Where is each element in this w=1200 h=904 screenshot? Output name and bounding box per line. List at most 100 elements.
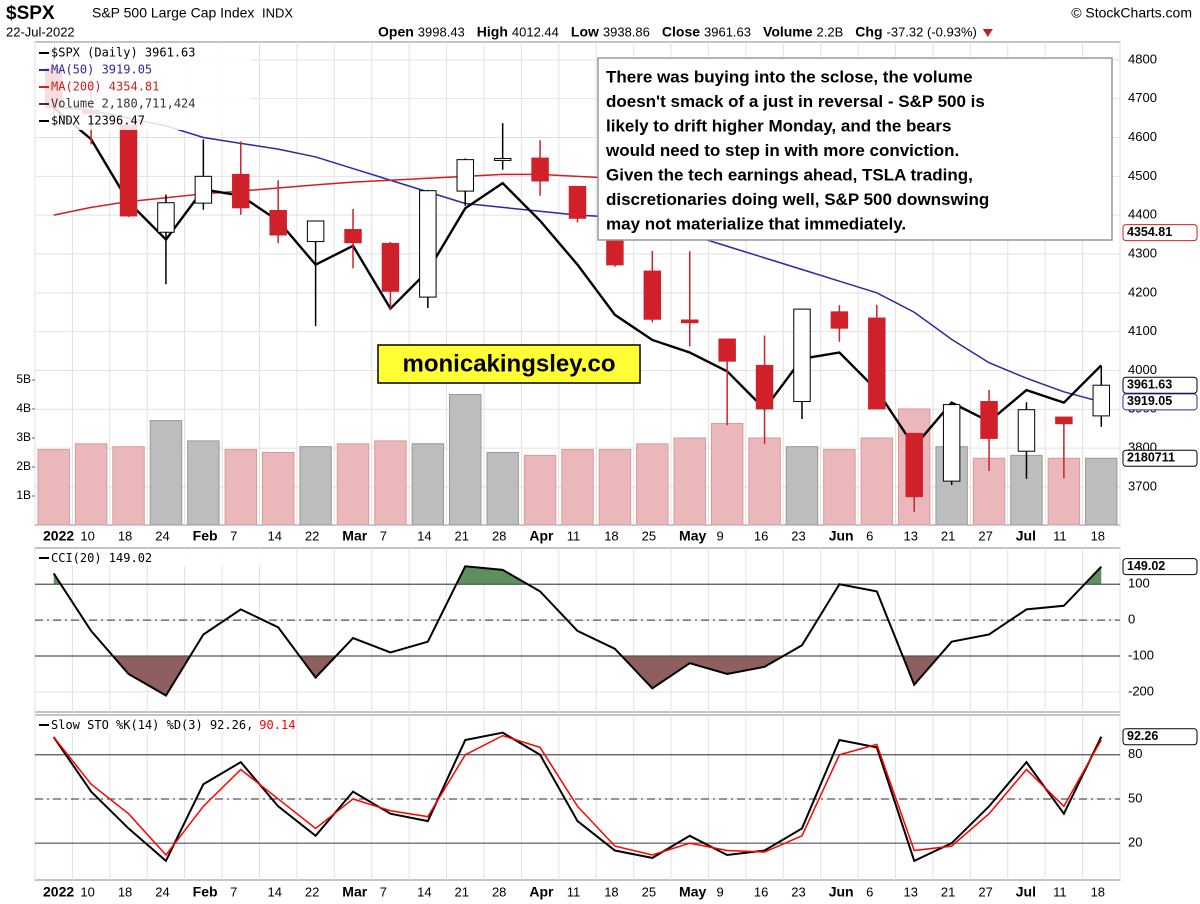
candle-body [194, 175, 213, 204]
x-tick-label: 11 [1053, 528, 1067, 543]
volume-bar [261, 451, 295, 526]
x-tick-label: 23 [791, 528, 805, 543]
candle-body [830, 311, 849, 329]
x-tick-label: 11 [567, 528, 581, 543]
legend-label: MA(200) 4354.81 [51, 80, 159, 94]
x-tick-label: Feb [193, 884, 218, 900]
y-tick-label: -100 [1128, 647, 1154, 662]
candle-body [269, 210, 287, 236]
price-tag [1122, 449, 1198, 467]
volume-tick-label: 2B [16, 459, 31, 473]
volume-tick-label: 3B [16, 430, 31, 444]
candle-body [344, 229, 362, 244]
watermark: monicakingsley.co [403, 350, 616, 377]
legend-bg [36, 44, 251, 130]
x-tick-label: 9 [716, 528, 723, 543]
exchange: INDX [262, 5, 293, 20]
x-tick-label: 28 [492, 884, 506, 899]
candle-body [755, 364, 774, 410]
price-tag [1122, 393, 1198, 411]
x-tick-label: May [679, 528, 706, 544]
x-tick-label: 11 [567, 884, 581, 899]
volume-tick-label: 4B [16, 401, 31, 415]
x-tick-label: 25 [642, 884, 656, 899]
candle-body [493, 157, 512, 161]
candle-body [980, 401, 998, 439]
volume-bar [112, 446, 145, 526]
x-tick-label: 24 [155, 884, 169, 899]
x-tick-label: 21 [455, 884, 469, 899]
price-tag-label: 2180711 [1127, 451, 1175, 465]
x-tick-label: 28 [492, 528, 506, 543]
x-tick-label: 10 [80, 884, 94, 899]
candle-body [568, 185, 587, 219]
price-tag-label: 92.26 [1127, 729, 1158, 743]
stat-value: -37.32 (-0.93%) [887, 24, 977, 39]
y-tick-label: 50 [1128, 790, 1142, 805]
volume-bar [523, 454, 557, 526]
price-tag [1122, 224, 1198, 242]
stat-value: 3998.43 [418, 24, 465, 39]
x-tick-label: 14 [417, 884, 431, 899]
x-tick-label: 21 [455, 528, 469, 543]
candle-body [1092, 384, 1111, 417]
series-line [52, 731, 1103, 863]
stat-value: 3961.63 [704, 24, 751, 39]
x-tick-label: Mar [342, 884, 367, 900]
annotation-line: would need to step in with more convicti… [605, 141, 959, 160]
volume-bar [336, 443, 370, 526]
volume-bar [449, 393, 482, 526]
candle-body [381, 243, 400, 292]
x-tick-label: 7 [380, 884, 387, 899]
x-tick-label: 6 [866, 884, 873, 899]
y-tick-label: 4800 [1128, 51, 1157, 66]
volume-bar [785, 446, 819, 526]
stat-label: Volume [763, 24, 813, 40]
y-tick-label: -200 [1128, 683, 1154, 698]
symbol: $SPX [6, 3, 55, 24]
candle-body [793, 308, 811, 403]
stat-value: 2.2B [817, 24, 844, 39]
x-tick-label: 2022 [43, 528, 74, 544]
x-tick-label: 7 [230, 884, 237, 899]
x-tick-label: 18 [604, 528, 618, 543]
x-tick-label: 27 [978, 528, 992, 543]
x-tick-label: 18 [604, 884, 618, 899]
x-tick-label: 14 [267, 884, 281, 899]
volume-bar [673, 437, 706, 526]
stat-label: Open [378, 24, 414, 40]
legend: CCI(20) 149.02 [51, 551, 152, 565]
x-tick-label: Jun [829, 884, 854, 900]
stat-label: Close [662, 24, 700, 40]
down-arrow [982, 29, 993, 37]
date: 22-Jul-2022 [6, 24, 75, 39]
x-tick-label: 22 [305, 884, 319, 899]
x-tick-label: Apr [529, 528, 554, 544]
annotation-line: discretionaries doing well, S&P 500 down… [606, 190, 989, 209]
candle-body [456, 159, 474, 192]
x-tick-label: 13 [904, 884, 918, 899]
x-tick-label: 14 [417, 528, 431, 543]
x-tick-label: 16 [754, 528, 768, 543]
x-tick-label: Feb [193, 528, 218, 544]
volume-bar [561, 449, 594, 526]
volume-bar [636, 443, 669, 526]
x-tick-label: Mar [342, 528, 367, 544]
volume-tick-label: 5B [16, 372, 31, 386]
volume-bar [598, 449, 632, 526]
annotation-line: doesn't smack of a just in reversal - S&… [606, 92, 985, 111]
legend-label: 90.14 [259, 718, 295, 732]
index-name: S&P 500 Large Cap Index [92, 5, 254, 21]
volume-bar [411, 443, 445, 526]
x-tick-label: 9 [716, 884, 723, 899]
candle-body [643, 270, 662, 320]
candle-body [718, 338, 736, 362]
x-tick-label: Jul [1016, 528, 1036, 544]
annotation-line: There was buying into the sclose, the vo… [606, 67, 973, 86]
x-tick-label: 18 [1091, 528, 1105, 543]
x-tick-label: 18 [118, 884, 132, 899]
candle-body [868, 317, 886, 410]
candle-body [306, 220, 325, 243]
legend: Slow STO %K(14) %D(3) 92.26, 90.14 [51, 718, 295, 732]
y-tick-label: 4600 [1128, 129, 1157, 144]
